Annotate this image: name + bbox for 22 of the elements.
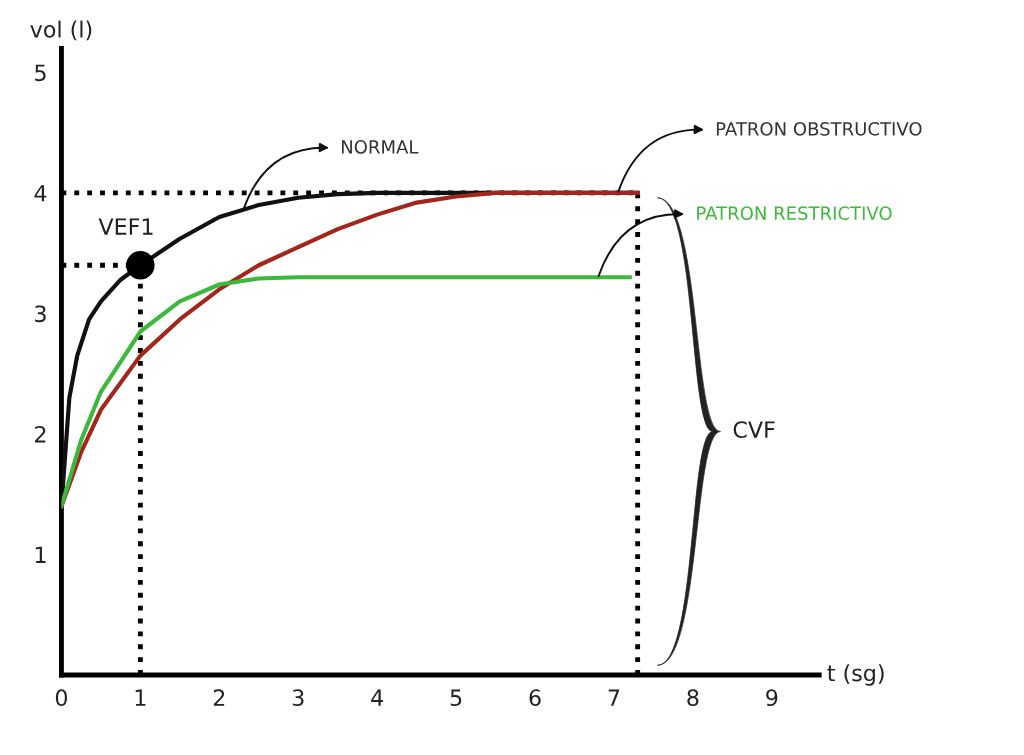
annotation: NORMAL	[341, 140, 419, 154]
x-tick-label: 1	[135, 689, 146, 706]
x-tick-label: 3	[292, 689, 304, 707]
x-tick-label: 9	[766, 689, 778, 707]
x-tick-label: 6	[529, 689, 541, 707]
y-tick-label: 4	[34, 185, 47, 202]
y-tick-label: 1	[35, 546, 46, 563]
y-axis-title: vol (l)	[30, 20, 92, 41]
series-label: VEF1	[98, 218, 153, 235]
x-tick-label: 8	[687, 689, 699, 707]
x-tick-label: 4	[371, 689, 383, 706]
y-tick-label: 2	[35, 425, 46, 443]
x-axis-title: t (sg)	[827, 664, 884, 686]
y-tick-label: 5	[35, 64, 46, 82]
x-tick-label: 5	[450, 689, 462, 707]
x-tick-label: 0	[55, 689, 68, 707]
annotation: PATRON RESTRICTIVO	[697, 206, 892, 221]
x-tick-label: 2	[213, 689, 225, 706]
x-tick-label: 7	[608, 689, 620, 706]
y-tick-label: 3	[35, 305, 46, 323]
annotation: CVF	[733, 421, 775, 438]
annotation: PATRON OBSTRUCTIVO	[716, 122, 922, 136]
